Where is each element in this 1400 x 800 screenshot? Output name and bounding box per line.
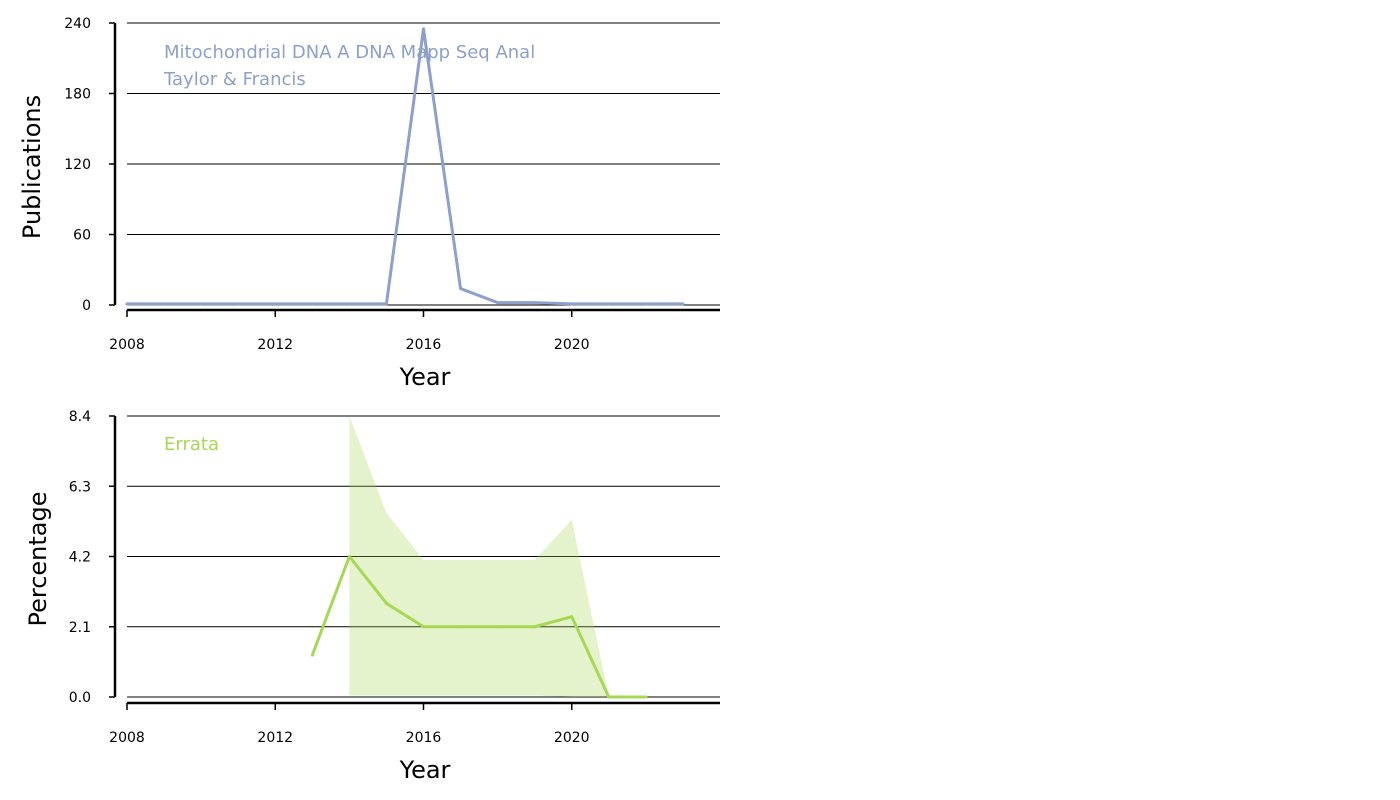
- y-tick-label: 2.1: [69, 620, 91, 636]
- data-point: [681, 302, 685, 306]
- series-line: [127, 27, 683, 306]
- x-tick-label: 2008: [109, 337, 145, 353]
- data-point: [162, 302, 166, 306]
- data-point: [496, 301, 500, 305]
- publications-panel: 0 60 120 180 240 2008 2012 2016 2020 Year Public…: [18, 16, 720, 391]
- x-tick-label: 2012: [257, 730, 293, 746]
- y-tick-label: 6.3: [69, 479, 91, 495]
- data-point: [533, 301, 537, 305]
- errata-plot-area: [310, 416, 648, 699]
- data-point: [422, 27, 425, 31]
- y-tick-label: 0: [82, 298, 91, 314]
- data-point: [570, 302, 574, 306]
- data-point: [236, 302, 240, 306]
- errata-panel: 0.0 2.1 4.2 6.3 8.4 2008 2012 2016 2020 Year Per…: [24, 409, 720, 784]
- data-point: [273, 302, 277, 306]
- x-tick-label: 2020: [554, 337, 590, 353]
- errata-axes: 0.0 2.1 4.2 6.3 8.4 2008 2012 2016 2020: [69, 409, 720, 746]
- y-tick-label: 8.4: [69, 409, 91, 425]
- publications-axes: 0 60 120 180 240 2008 2012 2016 2020: [64, 16, 720, 353]
- data-point: [422, 625, 425, 629]
- data-point: [607, 302, 611, 306]
- publications-xlabel: Year: [399, 363, 451, 391]
- data-point: [310, 302, 314, 306]
- y-tick-label: 120: [64, 157, 91, 173]
- data-point: [199, 302, 203, 306]
- data-point: [459, 287, 463, 291]
- errata-ylabel: Percentage: [24, 491, 52, 626]
- data-point: [347, 555, 351, 558]
- y-tick-label: 4.2: [69, 550, 91, 566]
- journal-name-label: Mitochondrial DNA A DNA Mapp Seq Anal: [164, 42, 535, 63]
- data-point: [570, 615, 574, 619]
- errata-xlabel: Year: [399, 756, 451, 784]
- x-tick-label: 2016: [406, 337, 442, 353]
- series-line: [310, 555, 646, 699]
- x-tick-label: 2012: [257, 337, 293, 353]
- y-tick-label: 240: [64, 16, 91, 32]
- data-point: [644, 695, 648, 699]
- y-tick-label: 60: [73, 228, 91, 244]
- data-point: [496, 625, 500, 629]
- confidence-band: [349, 416, 609, 697]
- publisher-label: Taylor & Francis: [163, 69, 306, 90]
- data-point: [644, 302, 648, 306]
- data-point: [384, 601, 388, 605]
- data-point: [125, 302, 129, 306]
- x-tick-label: 2020: [554, 730, 590, 746]
- y-tick-label: 180: [64, 87, 91, 103]
- publications-ylabel: Publications: [18, 95, 46, 239]
- data-point: [310, 653, 314, 657]
- data-point: [533, 625, 537, 629]
- data-point: [384, 302, 388, 306]
- y-tick-label: 0.0: [69, 690, 91, 706]
- data-point: [607, 695, 611, 699]
- publications-grid: [127, 22, 720, 306]
- errata-label: Errata: [164, 434, 219, 455]
- x-tick-label: 2008: [109, 730, 145, 746]
- publications-plot-area: [125, 27, 685, 306]
- data-point: [459, 625, 463, 629]
- data-point: [347, 302, 351, 306]
- x-tick-label: 2016: [406, 730, 442, 746]
